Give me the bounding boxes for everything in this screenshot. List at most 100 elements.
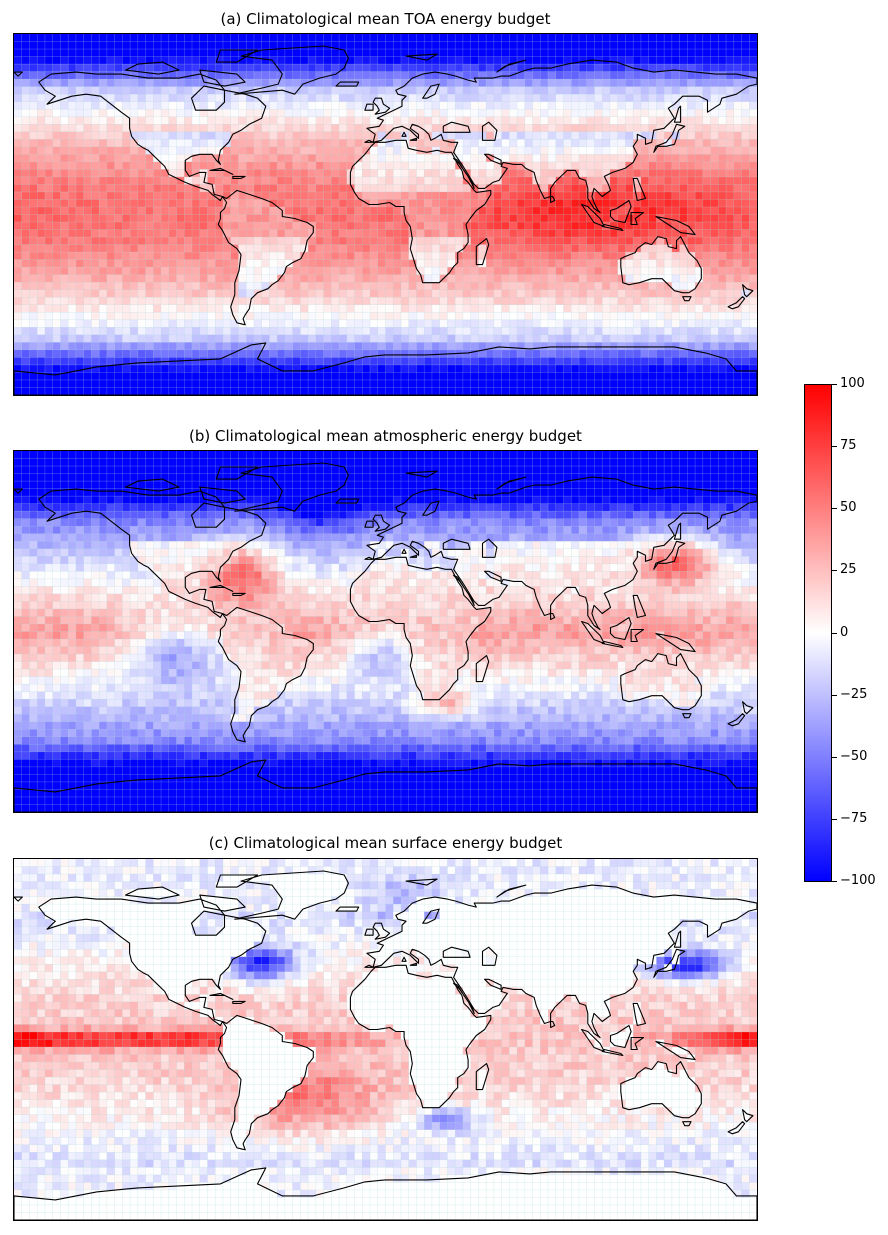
- grid-cell: [408, 304, 417, 313]
- grid-cell: [68, 458, 77, 467]
- grid-cell: [44, 146, 53, 155]
- grid-cell: [695, 71, 704, 80]
- grid-cell: [308, 297, 317, 306]
- grid-cell: [83, 349, 92, 358]
- grid-cell: [315, 109, 324, 118]
- grid-cell: [122, 71, 131, 80]
- grid-cell: [486, 282, 495, 291]
- grid-cell: [617, 229, 626, 238]
- grid-cell: [354, 56, 363, 65]
- grid-cell: [168, 146, 177, 155]
- grid-cell: [416, 289, 425, 298]
- grid-cell: [656, 56, 665, 65]
- grid-cell: [161, 297, 170, 306]
- grid-cell: [238, 282, 247, 291]
- grid-cell: [277, 184, 286, 193]
- grid-cell: [563, 34, 572, 42]
- grid-cell: [625, 357, 634, 366]
- grid-cell: [532, 466, 541, 474]
- grid-cell: [687, 364, 696, 373]
- grid-cell: [478, 154, 487, 163]
- grid-cell: [609, 466, 618, 474]
- grid-cell: [733, 451, 742, 459]
- grid-cell: [741, 379, 750, 388]
- grid-cell: [130, 451, 139, 459]
- grid-cell: [331, 139, 340, 148]
- grid-cell: [586, 349, 595, 358]
- grid-cell: [14, 342, 23, 351]
- grid-cell: [99, 124, 108, 133]
- grid-cell: [14, 334, 23, 343]
- grid-cell: [377, 379, 386, 388]
- grid-cell: [602, 379, 611, 388]
- grid-cell: [393, 184, 402, 193]
- grid-cell: [222, 237, 232, 245]
- grid-cell: [354, 161, 363, 170]
- grid-cell: [192, 379, 201, 388]
- grid-cell: [424, 473, 433, 482]
- grid-cell: [602, 34, 611, 42]
- grid-cell: [75, 229, 84, 238]
- grid-cell: [161, 116, 170, 125]
- grid-cell: [656, 184, 665, 193]
- grid-cell: [625, 64, 634, 72]
- grid-cell: [617, 289, 626, 298]
- grid-cell: [215, 259, 224, 268]
- grid-cell: [671, 49, 680, 57]
- grid-cell: [424, 349, 433, 358]
- grid-cell: [555, 387, 564, 395]
- grid-cell: [718, 229, 727, 238]
- grid-cell: [679, 252, 688, 260]
- grid-cell: [741, 312, 750, 321]
- grid-cell: [199, 372, 208, 381]
- grid-cell: [447, 184, 456, 193]
- grid-cell: [60, 387, 69, 395]
- grid-cell: [277, 109, 286, 118]
- grid-cell: [447, 304, 456, 313]
- grid-cell: [617, 161, 626, 170]
- grid-cell: [168, 334, 177, 343]
- grid-cell: [331, 274, 340, 283]
- grid-cell: [424, 342, 433, 351]
- grid-cell: [161, 259, 170, 268]
- grid-cell: [586, 101, 595, 110]
- grid-cell: [114, 244, 123, 253]
- grid-cell: [749, 342, 757, 351]
- grid-cell: [176, 101, 185, 110]
- grid-cell: [91, 357, 100, 366]
- grid-cell: [83, 334, 92, 343]
- grid-cell: [656, 94, 665, 102]
- grid-cell: [331, 282, 340, 291]
- grid-cell: [222, 214, 232, 223]
- panel-b-title: (b) Climatological mean atmospheric ener…: [189, 427, 582, 445]
- grid-cell: [130, 124, 139, 133]
- grid-cell: [277, 252, 286, 260]
- grid-cell: [532, 379, 541, 388]
- grid-cell: [29, 342, 38, 351]
- grid-cell: [509, 109, 518, 118]
- grid-cell: [269, 131, 278, 140]
- grid-cell: [571, 131, 580, 140]
- grid-cell: [540, 34, 549, 42]
- grid-cell: [362, 259, 371, 268]
- grid-cell: [323, 199, 332, 208]
- grid-cell: [602, 94, 611, 102]
- grid-cell: [400, 131, 410, 140]
- grid-cell: [548, 334, 557, 343]
- grid-cell: [749, 94, 757, 102]
- grid-cell: [563, 466, 572, 474]
- grid-cell: [749, 357, 757, 366]
- grid-cell: [393, 34, 402, 42]
- grid-cell: [493, 131, 502, 140]
- grid-cell: [122, 372, 131, 381]
- grid-cell: [130, 297, 139, 306]
- grid-cell: [192, 267, 201, 275]
- grid-cell: [284, 334, 293, 343]
- grid-cell: [501, 237, 510, 245]
- grid-cell: [532, 56, 541, 65]
- grid-cell: [478, 79, 487, 87]
- grid-cell: [122, 458, 131, 467]
- grid-cell: [548, 327, 557, 336]
- grid-cell: [617, 222, 626, 230]
- grid-cell: [130, 169, 139, 178]
